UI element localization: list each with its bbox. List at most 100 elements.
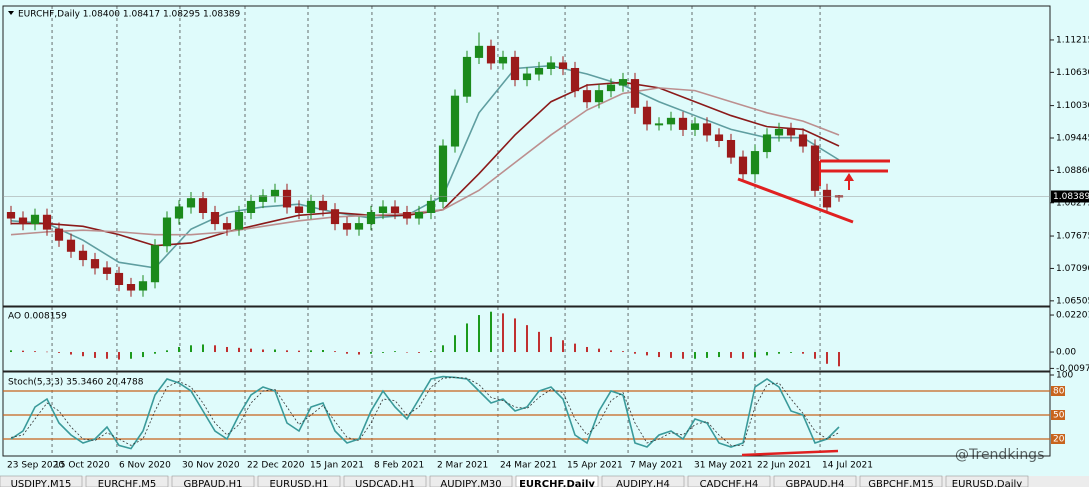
ao-bar [514, 318, 516, 353]
tab[interactable] [687, 475, 771, 487]
candle-body [222, 223, 232, 230]
stoch-title: Stoch(5,3,3) 35.3460 20.4788 [8, 378, 144, 388]
candle-body [66, 239, 76, 252]
tab-label[interactable]: AUDJPY,M30 [440, 479, 501, 487]
candle-body [54, 228, 64, 241]
tab[interactable] [859, 475, 943, 487]
background [0, 0, 1089, 476]
x-tick-label: 23 Sep 2020 [7, 461, 64, 471]
ao-bar [754, 352, 756, 358]
candle-body [102, 267, 112, 274]
tab-label[interactable]: GBPAUD,H1 [184, 479, 243, 487]
stoch-panel [2, 371, 1051, 457]
tab[interactable] [0, 475, 83, 487]
candle-body [474, 45, 484, 58]
ao-bar [406, 352, 408, 353]
tab[interactable] [343, 475, 427, 487]
tab-label[interactable]: GBPCHF,M15 [868, 479, 933, 487]
tab-label[interactable]: USDJPY,M15 [11, 479, 72, 487]
ao-bar [778, 352, 780, 354]
y-tick-label: 1.08275 [1056, 198, 1089, 208]
candle-body [486, 45, 496, 64]
tab[interactable] [171, 475, 255, 487]
ao-bar [478, 315, 480, 353]
candle-body [354, 223, 364, 230]
ao-bar [82, 352, 84, 357]
candle-body [114, 272, 124, 286]
ao-bar [730, 352, 732, 358]
candle-body [822, 189, 832, 208]
y-tick-label: 1.07675 [1056, 232, 1089, 242]
ao-bar [370, 352, 372, 354]
ao-bar [826, 352, 828, 364]
level-label: 20 [1053, 435, 1065, 445]
candle-body [726, 139, 736, 158]
candle-body [126, 284, 136, 291]
ao-bar [166, 350, 168, 353]
tab[interactable] [515, 475, 599, 487]
y-tick-label: 100 [1056, 371, 1073, 381]
tab[interactable] [601, 475, 685, 487]
y-tick-label: 1.10030 [1056, 101, 1089, 111]
y-tick-label: 1.06505 [1056, 296, 1089, 306]
tabs: USDJPY,M15 EURCHF,M5 GBPAUD,H1 EURUSD,H1 USD… [0, 475, 1029, 487]
candle-body [534, 67, 544, 75]
price-box [1051, 190, 1089, 203]
candle-body [378, 206, 388, 213]
candle-body [150, 245, 160, 283]
ao-panel [2, 306, 1051, 372]
ao-bar [490, 311, 492, 353]
candle-body [498, 56, 508, 64]
ao-bar [550, 336, 552, 353]
candle-body [522, 73, 532, 81]
candle-body [174, 206, 184, 219]
candle-body [186, 198, 196, 208]
y-tick-label: 1.07090 [1056, 264, 1089, 274]
ao-bar [658, 352, 660, 358]
tab-label[interactable]: GBPAUD,H4 [786, 479, 845, 487]
candle-body [210, 211, 220, 225]
ao-bar [466, 323, 468, 353]
candle-body [6, 211, 16, 219]
ao-bar [442, 345, 444, 353]
tab-label[interactable]: EURCHF,M5 [98, 479, 157, 487]
tab[interactable] [773, 475, 857, 487]
tab[interactable] [945, 475, 1029, 487]
candle-body [438, 145, 448, 202]
ao-bar [706, 352, 708, 358]
ao-bar [298, 350, 300, 353]
x-tick-label: 22 Dec 2020 [247, 461, 305, 471]
tab-label[interactable]: EURUSD,H1 [269, 479, 328, 487]
candle-body [690, 123, 700, 130]
ao-bar [274, 349, 276, 353]
tab-label[interactable]: CADCHF,H4 [700, 479, 759, 487]
tab-label[interactable]: USDCAD,H1 [355, 479, 415, 487]
candle-body [246, 200, 256, 213]
candle-body [762, 134, 772, 153]
moving-average [10, 64, 840, 269]
candle-body [78, 250, 88, 261]
x-tick-label: 14 Jul 2021 [822, 461, 873, 471]
ao-bar [394, 351, 396, 353]
price-panel [2, 5, 1051, 307]
tab-label[interactable]: EURUSD,Daily [952, 479, 1023, 487]
candle-body [774, 128, 784, 136]
candle-body [42, 214, 52, 230]
tab[interactable] [429, 475, 513, 487]
ao-bar [286, 350, 288, 353]
ao-bar [250, 348, 252, 353]
candle-body [750, 151, 760, 175]
ao-bar [538, 331, 540, 353]
ao-bar [130, 352, 132, 359]
candle-body [738, 156, 748, 175]
ao-bar [118, 352, 120, 360]
candle-body [582, 90, 592, 103]
divergence-line [741, 449, 839, 457]
tab[interactable] [257, 475, 341, 487]
tab-label[interactable]: EURCHF,Daily [519, 479, 595, 487]
tab[interactable] [85, 475, 169, 487]
tab-label[interactable]: AUDJPY,H4 [616, 479, 670, 487]
ao-bar [310, 350, 312, 353]
candle-body [654, 123, 664, 126]
